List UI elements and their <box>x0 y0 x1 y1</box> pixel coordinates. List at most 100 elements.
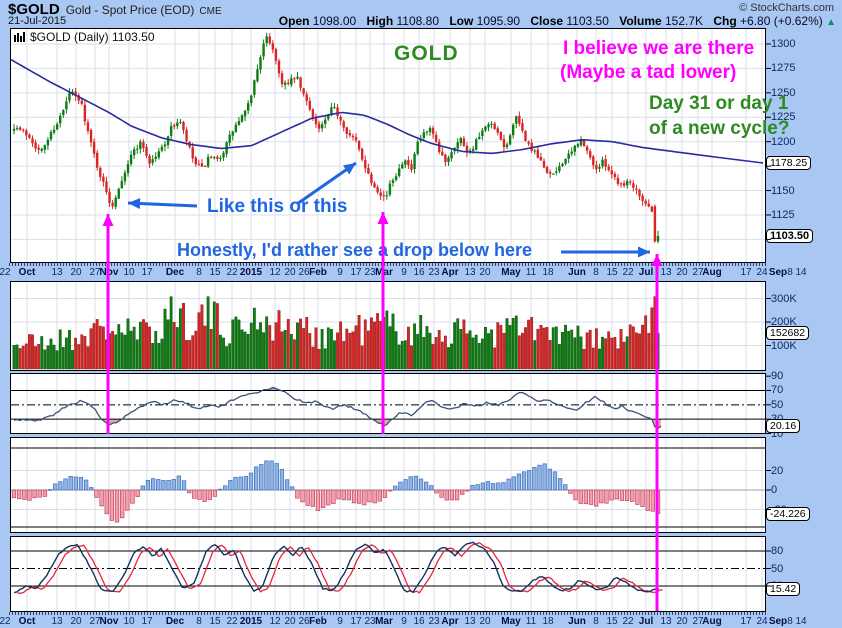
annotation-day31-line1: Day 31 or day 1 <box>649 93 789 114</box>
date-tick-label: May <box>501 267 521 278</box>
date-tick-label: 13 <box>464 616 476 627</box>
date-tick-label: 17 <box>141 616 153 627</box>
date-tick-label: 22 <box>0 267 11 278</box>
price-axis-label: 1150 <box>771 184 795 197</box>
date-tick-label: 15 <box>606 616 618 627</box>
date-tick-label: 23 <box>428 267 440 278</box>
date-tick-label: 26 <box>298 616 310 627</box>
date-tick-label: 9 <box>401 616 407 627</box>
legend-text: $GOLD (Daily) 1103.50 <box>30 30 155 44</box>
date-tick-label: 17 <box>350 616 362 627</box>
symbol-title: $GOLD Gold - Spot Price (EOD) CME <box>8 1 222 19</box>
date-tick-label: Jul <box>638 267 654 278</box>
date-tick-label: 18 <box>542 267 554 278</box>
date-tick-label: Nov <box>99 616 119 627</box>
oscillator-axis-label: 50 <box>771 398 784 411</box>
date-tick-label: 12 <box>269 267 281 278</box>
date-tick-label: 23 <box>428 616 440 627</box>
date-tick-label: Dec <box>165 616 185 627</box>
date-tick-label: 13 <box>660 267 672 278</box>
date-tick-label: Sep <box>768 616 788 627</box>
date-tick-label: 2015 <box>239 616 263 627</box>
annotation-like-this: Like this or this <box>207 196 348 217</box>
date-tick-label: 27 <box>89 616 101 627</box>
date-tick-label: 26 <box>298 267 310 278</box>
date-tick-label: Apr <box>441 267 459 278</box>
volume-value-tag: 152682 <box>766 326 810 340</box>
oscillator-axis-label: 70 <box>771 384 784 397</box>
date-tick-label: 15 <box>606 267 618 278</box>
date-tick-label: 9 <box>337 267 343 278</box>
date-tick-label: 23 <box>364 267 376 278</box>
ohlc-quote-bar: Open 1098.00 High 1108.80 Low 1095.90 Cl… <box>278 14 836 28</box>
date-tick-label: Sep <box>768 267 788 278</box>
date-tick-label: 20 <box>676 267 688 278</box>
date-tick-label: 13 <box>464 267 476 278</box>
oscillator-axis-label: 90 <box>771 370 784 383</box>
date-axis-middle: 22 Oct 13 20 27 Nov 10 17 Dec 8 15 22 2015 12 20 26 Feb 9… <box>0 263 842 281</box>
date-tick-label: 15 <box>209 616 221 627</box>
volume-axis-label: 300K <box>771 292 797 305</box>
date-tick-label: 11 <box>525 616 537 627</box>
stochastic-axis-label: 80 <box>771 545 784 558</box>
instrument-name: Gold - Spot Price (EOD) <box>65 3 195 17</box>
date-tick-label: 9 <box>401 267 407 278</box>
date-tick-label: 11 <box>525 267 537 278</box>
date-tick-label: 22 <box>622 616 634 627</box>
oscillator-value-tag: 20.16 <box>766 419 801 433</box>
change-up-icon: ▲ <box>826 17 836 28</box>
date-tick-label: 13 <box>51 616 63 627</box>
annotation-day31-line2: of a new cycle? <box>649 118 790 139</box>
date-tick-label: Aug <box>702 267 722 278</box>
date-tick-label: 27 <box>89 267 101 278</box>
date-tick-label: 10 <box>123 616 135 627</box>
date-tick-label: 13 <box>660 616 672 627</box>
date-tick-label: 20 <box>284 616 296 627</box>
date-tick-label: 20 <box>284 267 296 278</box>
date-tick-label: 27 <box>692 267 704 278</box>
date-tick-label: 17 <box>350 267 362 278</box>
date-tick-label: 14 <box>795 616 807 627</box>
date-tick-label: 14 <box>795 267 807 278</box>
date-tick-label: 17 <box>740 267 752 278</box>
date-tick-label: 8 <box>196 616 202 627</box>
date-tick-label: 20 <box>479 616 491 627</box>
date-tick-label: 17 <box>141 267 153 278</box>
volume-panel <box>10 281 766 371</box>
date-tick-label: 8 <box>593 616 599 627</box>
date-tick-label: 22 <box>622 267 634 278</box>
volume-axis-label: 100K <box>771 339 797 352</box>
date-tick-label: 8 <box>787 267 793 278</box>
date-tick-label: 9 <box>337 616 343 627</box>
date-tick-label: 16 <box>413 267 425 278</box>
date-tick-label: 10 <box>123 267 135 278</box>
date-tick-label: Feb <box>309 616 327 627</box>
macd-axis-label: 20 <box>771 464 784 477</box>
price-axis-label: 1250 <box>771 86 796 99</box>
date-tick-label: Aug <box>702 616 722 627</box>
date-tick-label: 20 <box>479 267 491 278</box>
price-axis-label: 1300 <box>771 38 796 50</box>
date-tick-label: Jun <box>568 267 586 278</box>
date-tick-label: 22 <box>226 267 238 278</box>
price-axis-label: 1225 <box>771 111 796 124</box>
chart-header: $GOLD Gold - Spot Price (EOD) CME © StockC… <box>0 0 842 28</box>
date-tick-label: 16 <box>413 616 425 627</box>
date-tick-label: 15 <box>209 267 221 278</box>
exchange-label: CME <box>199 6 222 17</box>
date-tick-label: 18 <box>542 616 554 627</box>
date-tick-label: 22 <box>0 616 11 627</box>
macd-axis-label: 0 <box>771 484 778 496</box>
date-tick-label: Jul <box>638 616 654 627</box>
date-tick-label: 27 <box>692 616 704 627</box>
volume-axis-label: 200K <box>771 316 797 328</box>
price-axis-label: 1125 <box>771 208 795 221</box>
date-tick-label: 20 <box>70 267 82 278</box>
macd-value-tag: -24.226 <box>766 506 810 521</box>
price-axis-label: 1200 <box>771 135 796 148</box>
date-tick-label: 8 <box>196 267 202 278</box>
date-tick-label: Apr <box>441 616 459 627</box>
date-axis-bottom: 22 Oct 13 20 27 Nov 10 17 Dec 8 15 22 2015 12 20 26 Feb 9… <box>0 612 842 628</box>
chart-date: 21-Jul-2015 <box>8 15 67 27</box>
